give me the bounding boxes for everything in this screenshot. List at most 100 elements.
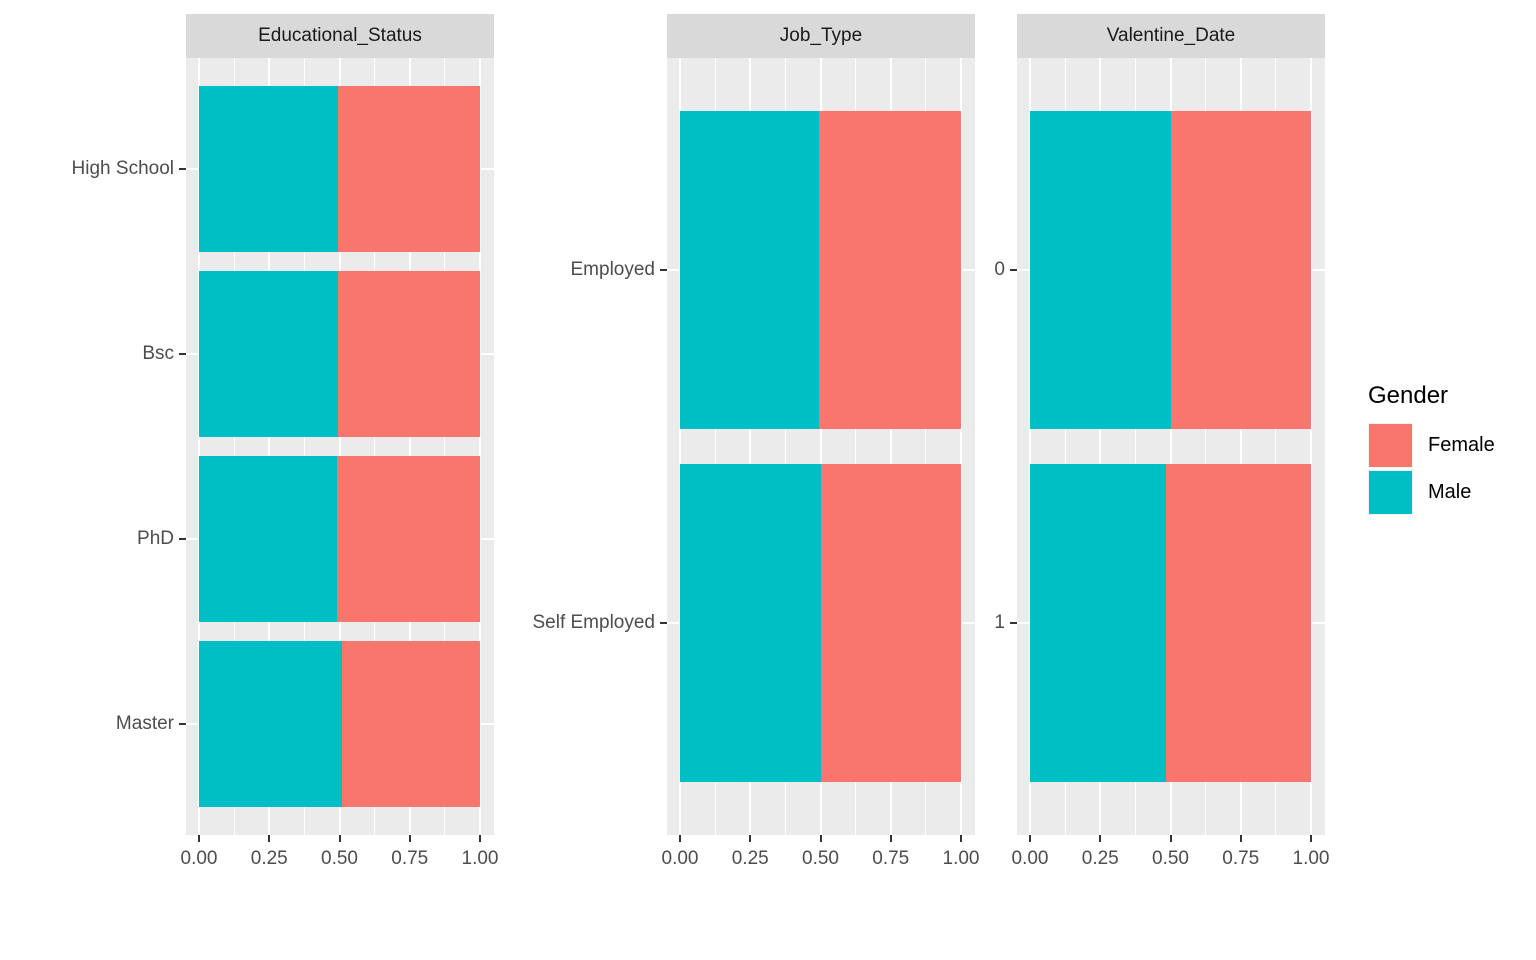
y-axis-label: Self Employed bbox=[532, 612, 655, 634]
x-tick-mark bbox=[338, 835, 341, 842]
y-axis-label: Master bbox=[115, 713, 174, 734]
x-tick-label: 1.00 bbox=[1292, 848, 1330, 869]
x-tick-label: 0.75 bbox=[872, 848, 910, 869]
x-tick-label: 1.00 bbox=[461, 848, 499, 869]
x-tick-mark bbox=[1169, 835, 1172, 842]
bar-segment-female bbox=[1166, 464, 1311, 783]
gridline-major bbox=[749, 58, 752, 835]
gridline-minor bbox=[855, 58, 857, 835]
bar-segment-male bbox=[680, 464, 821, 783]
x-tick-label: 0.50 bbox=[321, 848, 358, 869]
y-tick-mark bbox=[179, 168, 186, 170]
gridline-minor bbox=[784, 58, 786, 835]
gridline-major bbox=[408, 58, 411, 835]
x-tick-label: 0.00 bbox=[180, 848, 218, 869]
gridline-major bbox=[479, 58, 481, 835]
facet-title: Job_Type bbox=[779, 25, 863, 46]
gridline-minor bbox=[374, 58, 376, 835]
gridline-minor bbox=[714, 58, 716, 835]
gridline-major bbox=[1310, 58, 1312, 835]
bar-segment-female bbox=[1170, 110, 1311, 429]
x-tick-label: 0.25 bbox=[731, 848, 769, 869]
y-tick-mark bbox=[179, 723, 186, 725]
x-tick-mark bbox=[1029, 835, 1031, 842]
bar-segment-male bbox=[199, 640, 343, 808]
gridline-minor bbox=[1205, 58, 1207, 835]
x-tick-mark bbox=[479, 835, 481, 842]
facet-strip: Educational_Status bbox=[186, 14, 494, 58]
legend-item-female: Female bbox=[1368, 423, 1495, 468]
facet-title: Valentine_Date bbox=[1106, 25, 1236, 46]
bar-segment-male bbox=[199, 455, 337, 623]
y-tick-mark bbox=[179, 353, 186, 355]
bar-segment-male bbox=[680, 110, 820, 429]
bar-segment-female bbox=[342, 640, 480, 808]
x-tick-label: 0.25 bbox=[250, 848, 288, 869]
bar-segment-female bbox=[338, 270, 480, 438]
y-axis-label: PhD bbox=[137, 528, 174, 549]
bar-segment-male bbox=[1030, 110, 1171, 429]
gridline-minor bbox=[1275, 58, 1277, 835]
legend-item-male: Male bbox=[1368, 470, 1495, 515]
y-axis-label: 1 bbox=[994, 612, 1005, 634]
gridline-minor bbox=[1134, 58, 1136, 835]
legend-title: Gender bbox=[1368, 382, 1449, 409]
x-tick-mark bbox=[408, 835, 411, 842]
bar-segment-male bbox=[1030, 464, 1167, 783]
gridline-major bbox=[198, 58, 200, 835]
x-tick-label: 0.75 bbox=[391, 848, 429, 869]
gridline-major bbox=[679, 58, 681, 835]
bar-segment-female bbox=[336, 455, 480, 623]
bar-segment-female bbox=[819, 110, 961, 429]
bar-segment-male bbox=[199, 270, 339, 438]
x-tick-label: 0.50 bbox=[1152, 848, 1189, 869]
y-tick-mark bbox=[660, 268, 667, 271]
gridline-major bbox=[1239, 58, 1242, 835]
legend-swatch-male bbox=[1368, 470, 1413, 515]
x-tick-label: 0.00 bbox=[661, 848, 699, 869]
facet-panel bbox=[186, 58, 494, 835]
bar-segment-female bbox=[338, 85, 480, 253]
facet-panel bbox=[667, 58, 975, 835]
y-axis-label: High School bbox=[71, 158, 174, 179]
x-tick-mark bbox=[749, 835, 752, 842]
gridline-major bbox=[889, 58, 892, 835]
facet-title: Educational_Status bbox=[258, 25, 422, 46]
x-tick-mark bbox=[819, 835, 822, 842]
y-axis-label: 0 bbox=[994, 258, 1005, 280]
bar-segment-male bbox=[199, 85, 339, 253]
facet-panel bbox=[1017, 58, 1325, 835]
facet-strip: Valentine_Date bbox=[1017, 14, 1325, 58]
y-tick-mark bbox=[1010, 622, 1017, 625]
legend-swatch-female bbox=[1368, 423, 1413, 468]
gridline-major bbox=[960, 58, 962, 835]
gridline-major bbox=[819, 58, 822, 835]
gridline-major bbox=[1099, 58, 1102, 835]
x-tick-mark bbox=[679, 835, 681, 842]
x-tick-label: 0.75 bbox=[1222, 848, 1260, 869]
facet-strip: Job_Type bbox=[667, 14, 975, 58]
legend-label-male: Male bbox=[1428, 481, 1472, 503]
x-tick-mark bbox=[198, 835, 200, 842]
y-tick-mark bbox=[179, 538, 186, 540]
legend: Gender Female Male bbox=[1368, 382, 1495, 517]
x-tick-mark bbox=[960, 835, 962, 842]
y-tick-mark bbox=[660, 622, 667, 625]
gridline-major bbox=[1029, 58, 1031, 835]
x-tick-mark bbox=[1099, 835, 1102, 842]
gridline-minor bbox=[444, 58, 446, 835]
x-tick-mark bbox=[889, 835, 892, 842]
gridline-minor bbox=[233, 58, 235, 835]
x-tick-label: 1.00 bbox=[942, 848, 980, 869]
x-tick-label: 0.25 bbox=[1081, 848, 1119, 869]
gridline-major bbox=[268, 58, 271, 835]
y-tick-mark bbox=[1010, 268, 1017, 271]
legend-label-female: Female bbox=[1428, 434, 1495, 456]
gridline-minor bbox=[1064, 58, 1066, 835]
x-tick-mark bbox=[1310, 835, 1312, 842]
gridline-minor bbox=[303, 58, 305, 835]
y-axis-label: Bsc bbox=[142, 343, 174, 364]
x-tick-label: 0.50 bbox=[802, 848, 839, 869]
bar-segment-female bbox=[820, 464, 961, 783]
